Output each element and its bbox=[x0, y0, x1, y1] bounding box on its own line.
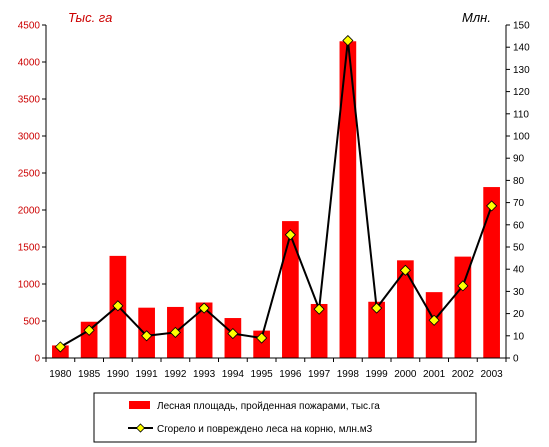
x-tick-label: 1990 bbox=[107, 369, 130, 380]
left-tick-label: 2500 bbox=[18, 169, 41, 180]
legend-box bbox=[93, 392, 477, 443]
line-marker-1995 bbox=[256, 332, 268, 344]
right-tick-label: 60 bbox=[513, 220, 525, 231]
bar-1998 bbox=[339, 41, 357, 358]
left-tick-label: 3500 bbox=[18, 95, 41, 106]
x-tick-label: 1998 bbox=[337, 369, 360, 380]
right-tick-label: 50 bbox=[513, 243, 525, 254]
x-tick-label: 1985 bbox=[78, 369, 101, 380]
right-tick-label: 120 bbox=[513, 87, 530, 98]
right-tick-label: 0 bbox=[513, 354, 519, 365]
right-axis-unit: Млн. bbox=[462, 10, 491, 25]
x-tick-label: 2000 bbox=[394, 369, 417, 380]
line-marker-1991 bbox=[141, 330, 153, 342]
right-tick-label: 130 bbox=[513, 65, 530, 76]
legend: Лесная площадь, пройденная пожарами, тыс… bbox=[93, 392, 477, 443]
right-tick-label: 30 bbox=[513, 287, 525, 298]
axes bbox=[42, 24, 510, 362]
left-tick-label: 2000 bbox=[18, 206, 41, 217]
right-tick-label: 80 bbox=[513, 176, 525, 187]
x-tick-label: 1995 bbox=[251, 369, 274, 380]
left-tick-label: 4500 bbox=[18, 21, 41, 32]
right-tick-label: 140 bbox=[513, 43, 530, 54]
right-tick-label: 110 bbox=[513, 109, 529, 120]
bar-1993 bbox=[195, 302, 213, 358]
x-tick-label: 1991 bbox=[136, 369, 159, 380]
right-tick-label: 70 bbox=[513, 198, 525, 209]
right-tick-label: 90 bbox=[513, 154, 525, 165]
left-tick-label: 1500 bbox=[18, 243, 41, 254]
x-tick-label: 1996 bbox=[279, 369, 302, 380]
legend-line-label: Сгорело и повреждено леса на корню, млн.… bbox=[157, 424, 373, 435]
right-tick-label: 40 bbox=[513, 265, 525, 276]
right-tick-label: 10 bbox=[513, 331, 525, 342]
line-marker-1996 bbox=[284, 229, 296, 241]
x-tick-label: 1992 bbox=[164, 369, 187, 380]
line-path bbox=[59, 40, 493, 348]
right-tick-label: 100 bbox=[513, 132, 530, 143]
line-marker-2002 bbox=[457, 280, 469, 292]
line-marker-1992 bbox=[169, 326, 181, 339]
line-marker-1997 bbox=[313, 303, 325, 315]
bar-1999 bbox=[368, 301, 385, 358]
line-marker-1990 bbox=[112, 300, 124, 312]
legend-bar-label: Лесная площадь, пройденная пожарами, тыс… bbox=[157, 401, 380, 412]
left-tick-label: 1000 bbox=[18, 280, 41, 291]
x-tick-label: 1994 bbox=[222, 369, 245, 380]
x-tick-label: 1997 bbox=[308, 369, 331, 380]
x-tick-label: 1999 bbox=[366, 369, 389, 380]
x-tick-label: 1993 bbox=[193, 369, 216, 380]
line-marker-1994 bbox=[227, 328, 239, 340]
line-marker-1980 bbox=[54, 341, 66, 353]
left-tick-label: 3000 bbox=[18, 132, 41, 143]
x-tick-label: 1980 bbox=[49, 369, 72, 380]
legend-bar-swatch bbox=[129, 401, 150, 409]
left-tick-label: 0 bbox=[34, 354, 40, 365]
line-marker-2001 bbox=[428, 314, 440, 326]
line-series bbox=[54, 34, 498, 353]
bar-2000 bbox=[397, 260, 414, 358]
line-marker-1998 bbox=[342, 34, 354, 47]
bar-1997 bbox=[310, 303, 328, 358]
bar-series bbox=[52, 41, 500, 358]
line-marker-2000 bbox=[399, 264, 411, 276]
x-tick-label: 2001 bbox=[423, 369, 446, 380]
x-tick-label: 2002 bbox=[452, 369, 475, 380]
bar-2002 bbox=[454, 256, 472, 358]
line-marker-1993 bbox=[198, 302, 210, 314]
line-marker-2003 bbox=[486, 200, 498, 212]
line-marker-1985 bbox=[83, 324, 95, 336]
left-tick-label: 500 bbox=[23, 317, 40, 328]
axis-labels: 0 500 1000 1500 2000 2500 3000 3500 4000 4500 0 10 2… bbox=[18, 21, 530, 381]
line-marker-1999 bbox=[371, 302, 383, 314]
right-tick-label: 150 bbox=[513, 21, 530, 32]
left-tick-label: 4000 bbox=[18, 58, 41, 69]
left-axis-unit: Тыс. га bbox=[68, 10, 112, 25]
x-tick-label: 2003 bbox=[481, 369, 504, 380]
legend-line-marker bbox=[135, 423, 146, 433]
bar-1996 bbox=[282, 221, 299, 358]
bar-2003 bbox=[483, 187, 500, 358]
right-tick-label: 20 bbox=[513, 309, 525, 320]
